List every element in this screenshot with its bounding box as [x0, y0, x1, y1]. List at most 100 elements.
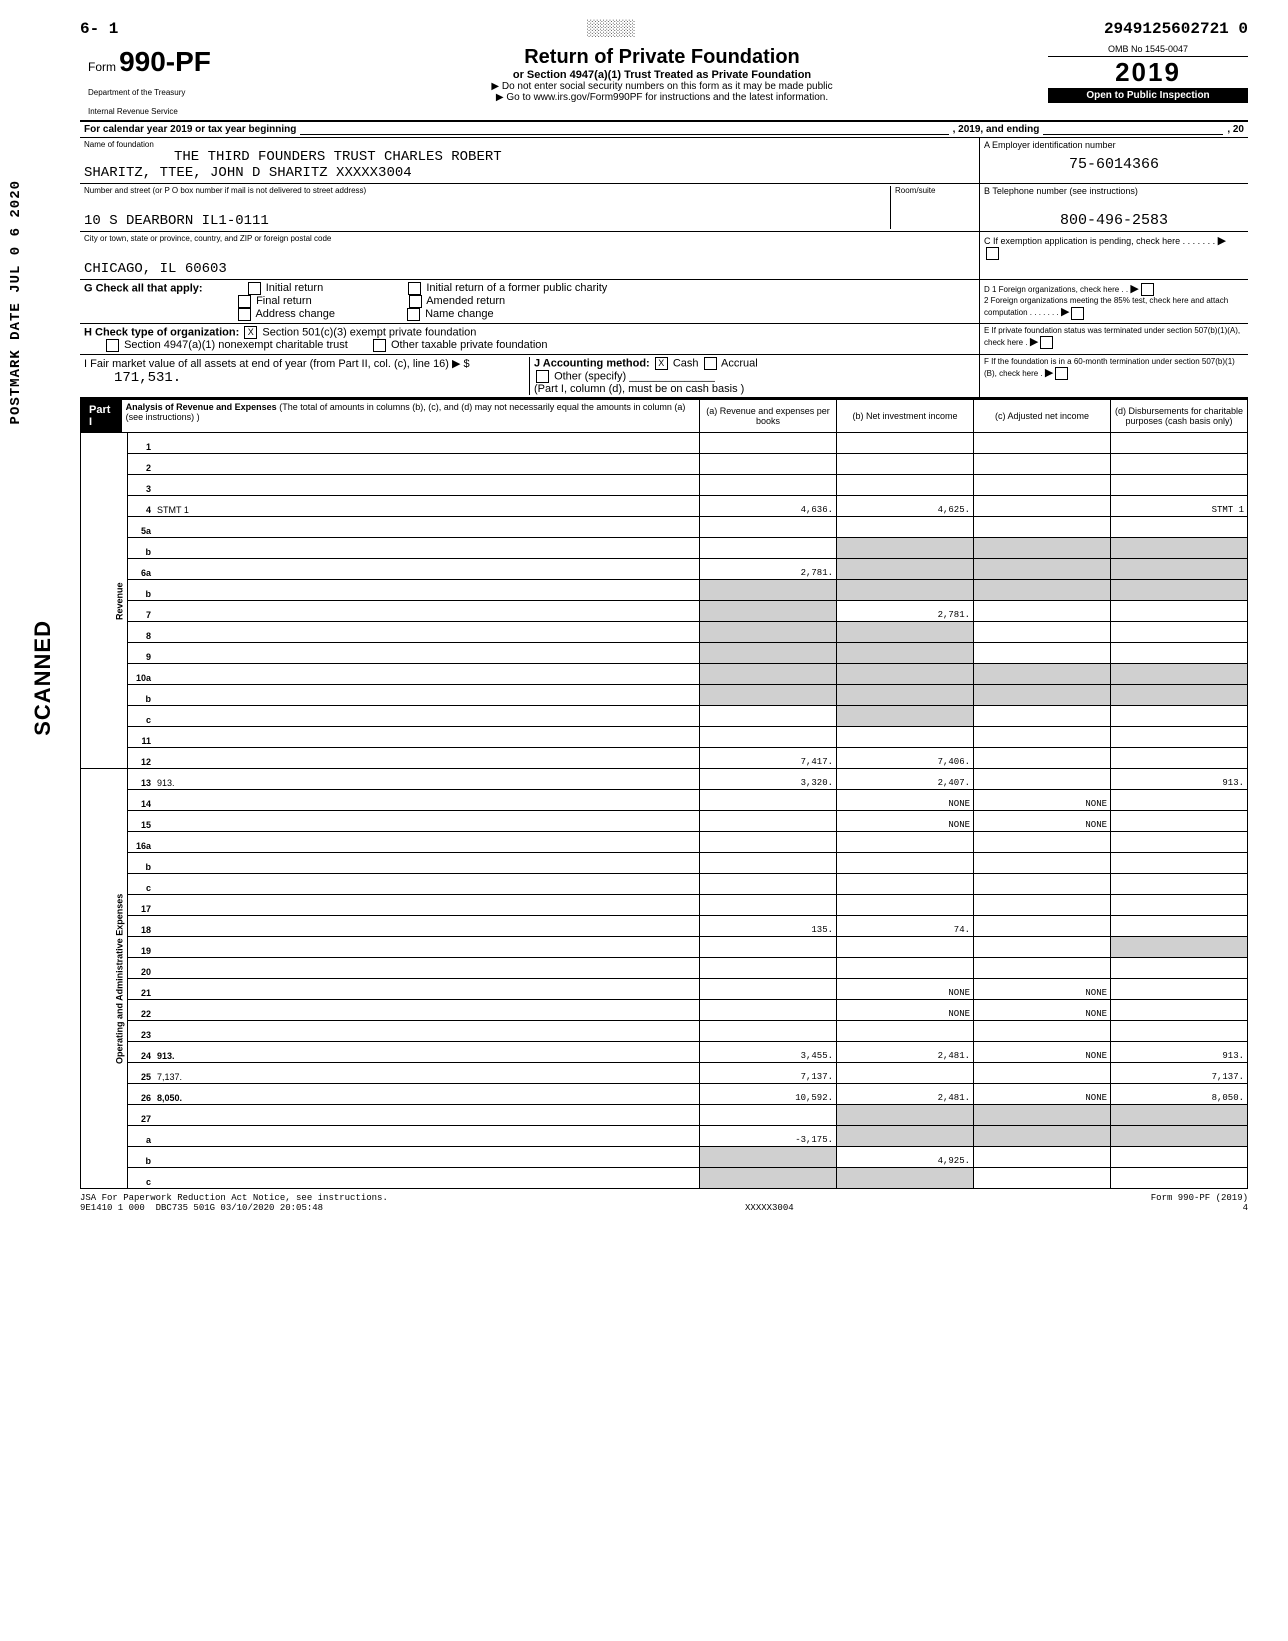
- line-description: [154, 622, 700, 643]
- amount-cell-b: 2,481.: [837, 1084, 974, 1105]
- amount-cell-d: [1111, 622, 1248, 643]
- amount-cell-d: [1111, 706, 1248, 727]
- line-description: [154, 853, 700, 874]
- part1-title-cell: Part I Analysis of Revenue and Expenses …: [81, 400, 700, 433]
- h1-checkbox[interactable]: X: [244, 326, 257, 339]
- c-checkbox[interactable]: [986, 247, 999, 260]
- amount-cell-c: NONE: [974, 1000, 1111, 1021]
- amount-cell-b: [837, 937, 974, 958]
- table-row: 11: [81, 727, 1248, 748]
- amount-cell-a: [700, 643, 837, 664]
- title-sub: or Section 4947(a)(1) Trust Treated as P…: [280, 69, 1044, 81]
- line-number: 9: [128, 643, 155, 664]
- amount-cell-b: [837, 580, 974, 601]
- accrual-checkbox[interactable]: [704, 357, 717, 370]
- amount-cell-d: [1111, 1000, 1248, 1021]
- namechg-checkbox[interactable]: [407, 308, 420, 321]
- e-checkbox[interactable]: [1040, 336, 1053, 349]
- amount-cell-d: STMT 1: [1111, 496, 1248, 517]
- table-row: 14NONENONE: [81, 790, 1248, 811]
- amount-cell-d: [1111, 811, 1248, 832]
- line-number: 1: [128, 433, 155, 454]
- initial-checkbox[interactable]: [248, 282, 261, 295]
- line-description: [154, 937, 700, 958]
- table-row: 20: [81, 958, 1248, 979]
- section-f-cell: F If the foundation is in a 60-month ter…: [979, 355, 1248, 397]
- form-number-box: Form 990-PF Department of the Treasury I…: [80, 42, 276, 120]
- line-description: [154, 643, 700, 664]
- table-row: 4STMT 14,636.4,625.STMT 1: [81, 496, 1248, 517]
- d1-checkbox[interactable]: [1141, 283, 1154, 296]
- arrow-icon: ▶: [1218, 235, 1226, 247]
- amount-cell-b: [837, 706, 974, 727]
- arrow-icon: ▶: [1030, 336, 1038, 348]
- amount-cell-d: 913.: [1111, 769, 1248, 790]
- amount-cell-a: [700, 475, 837, 496]
- footer-left: JSA For Paperwork Reduction Act Notice, …: [80, 1193, 388, 1213]
- h3-checkbox[interactable]: [373, 339, 386, 352]
- line-description: [154, 517, 700, 538]
- amount-cell-b: 2,781.: [837, 601, 974, 622]
- postmark-stamp: POSTMARK DATE JUL 0 6 2020: [8, 180, 24, 424]
- amount-cell-d: [1111, 895, 1248, 916]
- f-checkbox[interactable]: [1055, 367, 1068, 380]
- room-label: Room/suite: [895, 186, 975, 195]
- initial-former-checkbox[interactable]: [408, 282, 421, 295]
- amount-cell-a: [700, 517, 837, 538]
- line-number: 4: [128, 496, 155, 517]
- line-description: [154, 958, 700, 979]
- cal-end-blank: [1043, 124, 1223, 135]
- amount-cell-a: [700, 895, 837, 916]
- line-description: 8,050.: [154, 1084, 700, 1105]
- amount-cell-b: NONE: [837, 979, 974, 1000]
- i-cell: I Fair market value of all assets at end…: [84, 357, 530, 395]
- line-number: 25: [128, 1063, 155, 1084]
- line-description: [154, 1000, 700, 1021]
- line-number: 13: [128, 769, 155, 790]
- h-label: H Check type of organization:: [84, 326, 239, 338]
- table-row: 23: [81, 1021, 1248, 1042]
- line-description: [154, 1168, 700, 1189]
- amount-cell-c: [974, 517, 1111, 538]
- footer-mid: XXXXX3004: [745, 1203, 794, 1213]
- phone-cell: B Telephone number (see instructions) 80…: [980, 184, 1248, 231]
- g-amended: Amended return: [407, 295, 505, 307]
- line-description: [154, 580, 700, 601]
- amount-cell-a: [700, 622, 837, 643]
- amount-cell-b: [837, 853, 974, 874]
- other-checkbox[interactable]: [536, 370, 549, 383]
- cal-mid: , 2019, and ending: [953, 124, 1040, 135]
- address-row: Number and street (or P O box number if …: [80, 184, 1248, 232]
- amount-cell-d: [1111, 664, 1248, 685]
- amount-cell-a: [700, 727, 837, 748]
- line-number: 15: [128, 811, 155, 832]
- line-number: 3: [128, 475, 155, 496]
- amount-cell-c: [974, 559, 1111, 580]
- amount-cell-d: [1111, 916, 1248, 937]
- amended-checkbox[interactable]: [409, 295, 422, 308]
- address-checkbox[interactable]: [238, 308, 251, 321]
- cash-checkbox[interactable]: X: [655, 357, 668, 370]
- table-row: 17: [81, 895, 1248, 916]
- line-number: 16a: [128, 832, 155, 853]
- amount-cell-c: [974, 727, 1111, 748]
- amount-cell-d: [1111, 937, 1248, 958]
- table-row: a-3,175.: [81, 1126, 1248, 1147]
- line-number: 17: [128, 895, 155, 916]
- title-note1: ▶ Do not enter social security numbers o…: [280, 81, 1044, 92]
- h1-text: Section 501(c)(3) exempt private foundat…: [262, 326, 476, 338]
- h2-checkbox[interactable]: [106, 339, 119, 352]
- form-prefix: Form: [88, 60, 116, 74]
- e-label: E If private foundation status was termi…: [984, 326, 1240, 347]
- c-label: C If exemption application is pending, c…: [984, 236, 1215, 246]
- line-description: [154, 433, 700, 454]
- line-description: [154, 475, 700, 496]
- d2-checkbox[interactable]: [1071, 307, 1084, 320]
- final-checkbox[interactable]: [238, 295, 251, 308]
- amount-cell-b: [837, 1126, 974, 1147]
- year-box: OMB No 1545-0047 2019 Open to Public Ins…: [1048, 42, 1248, 103]
- phone-label: B Telephone number (see instructions): [984, 186, 1244, 196]
- table-row: 268,050.10,592.2,481.NONE8,050.: [81, 1084, 1248, 1105]
- line-description: 913.: [154, 769, 700, 790]
- amount-cell-a: [700, 454, 837, 475]
